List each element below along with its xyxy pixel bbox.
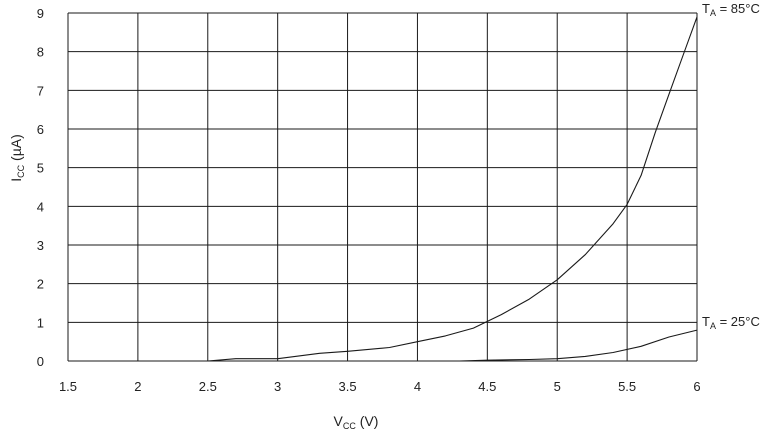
y-tick-label-5: 5 bbox=[37, 161, 44, 176]
y-tick-label-2: 2 bbox=[37, 277, 44, 292]
y-tick-label-7: 7 bbox=[37, 83, 44, 98]
x-tick-label-9: 6 bbox=[693, 379, 700, 394]
x-tick-label-3: 3 bbox=[274, 379, 281, 394]
x-tick-label-5: 4 bbox=[414, 379, 421, 394]
x-tick-label-1: 2 bbox=[134, 379, 141, 394]
y-tick-label-0: 0 bbox=[37, 354, 44, 369]
x-tick-label-7: 5 bbox=[554, 379, 561, 394]
grid bbox=[67, 12, 698, 362]
series-labels: TA = 85°C TA = 25°C bbox=[702, 1, 760, 331]
y-tick-label-3: 3 bbox=[37, 238, 44, 253]
x-tick-label-4: 3.5 bbox=[339, 379, 357, 394]
x-tick-labels: 1.5 2 2.5 3 3.5 4 4.5 5 5.5 6 bbox=[59, 379, 701, 394]
y-tick-label-6: 6 bbox=[37, 122, 44, 137]
x-tick-label-2: 2.5 bbox=[199, 379, 217, 394]
y-tick-labels: 0 1 2 3 4 5 6 7 8 9 bbox=[37, 6, 44, 369]
series-line-0 bbox=[109, 16, 698, 362]
x-tick-label-6: 4.5 bbox=[478, 379, 496, 394]
y-tick-label-1: 1 bbox=[37, 315, 44, 330]
x-tick-label-0: 1.5 bbox=[59, 379, 77, 394]
y-axis-label: ICC (µA) bbox=[8, 134, 26, 182]
y-tick-label-4: 4 bbox=[37, 199, 44, 214]
series-layer bbox=[109, 16, 698, 362]
series-line-1 bbox=[109, 329, 698, 362]
x-tick-label-8: 5.5 bbox=[618, 379, 636, 394]
series-label-0: TA = 85°C bbox=[702, 1, 760, 18]
y-tick-label-9: 9 bbox=[37, 6, 44, 21]
series-label-1: TA = 25°C bbox=[702, 314, 760, 331]
x-axis-label: VCC (V) bbox=[334, 413, 379, 431]
y-tick-label-8: 8 bbox=[37, 45, 44, 60]
